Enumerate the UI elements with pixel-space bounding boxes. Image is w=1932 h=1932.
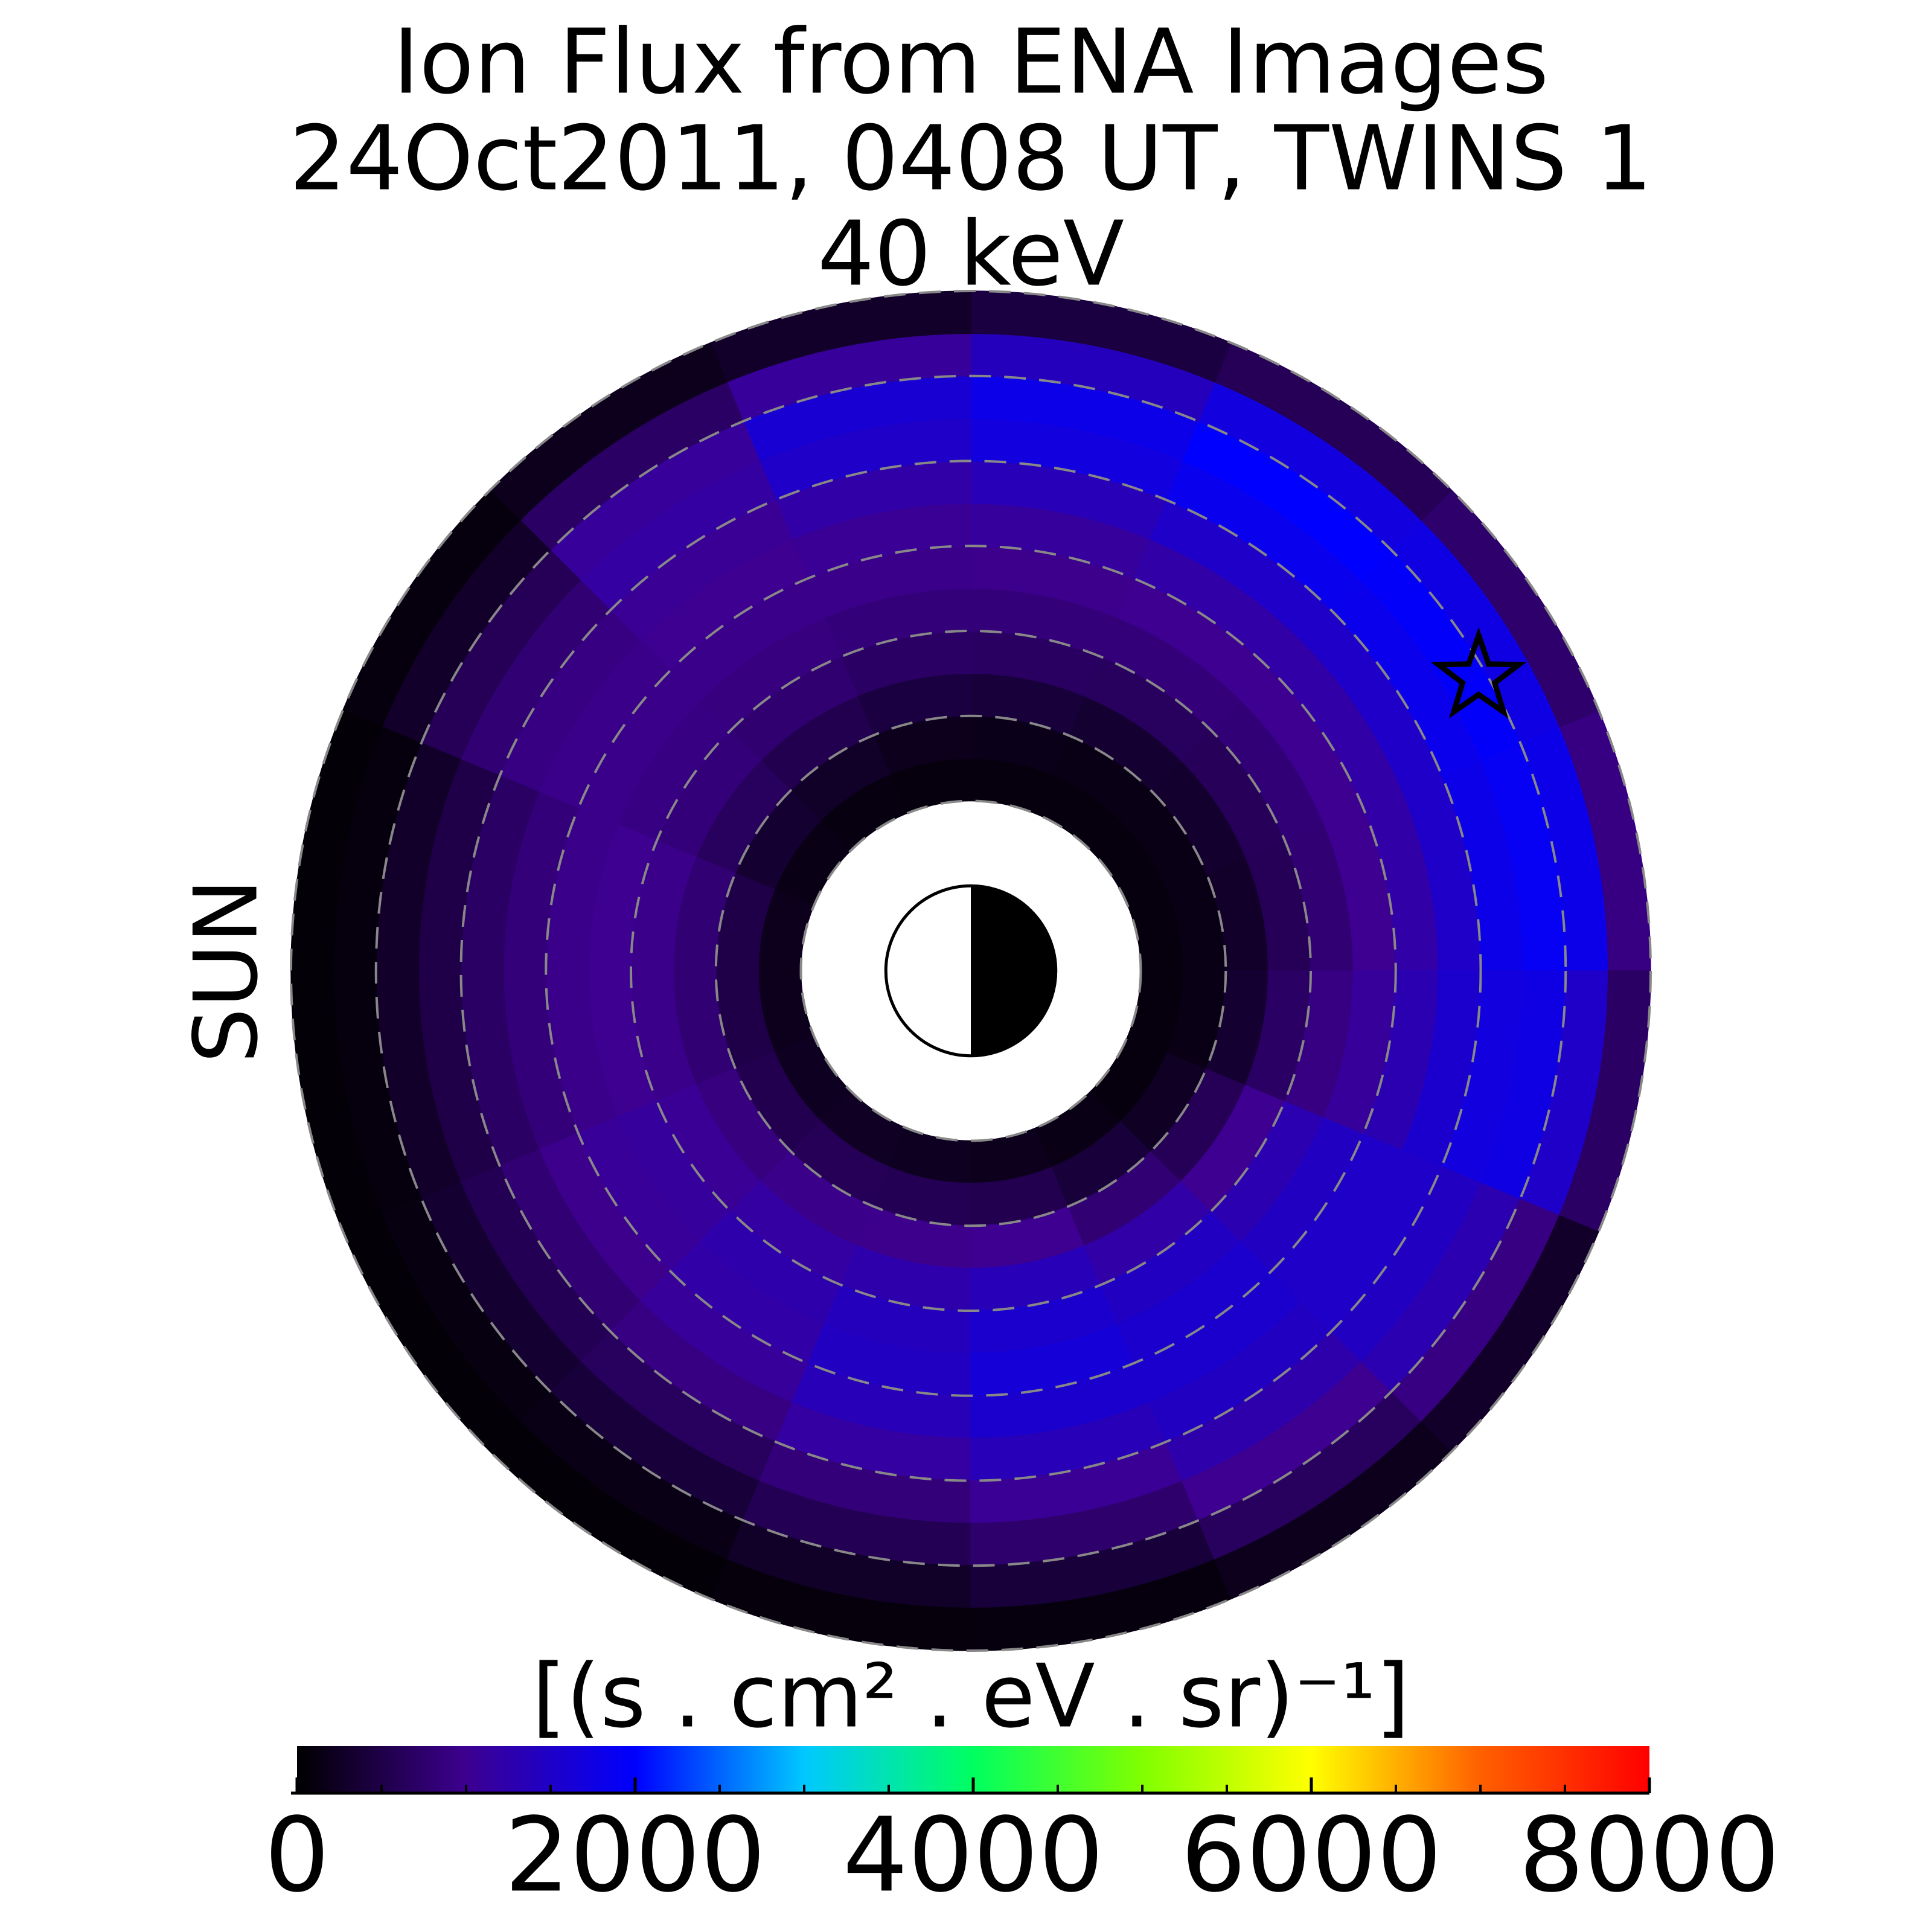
colorbar-tick-label: 6000 bbox=[1181, 1796, 1442, 1915]
colorbar-tick-label: 0 bbox=[264, 1796, 330, 1915]
grid-circle bbox=[459, 459, 1482, 1482]
colorbar-tick-label: 8000 bbox=[1519, 1796, 1780, 1915]
grid-circle bbox=[630, 630, 1312, 1312]
colorbar-tick-label: 2000 bbox=[505, 1796, 766, 1915]
title-line: 40 keV bbox=[817, 202, 1124, 306]
grid-circle bbox=[799, 799, 1142, 1142]
earth-night bbox=[971, 886, 1056, 1056]
grid-circle bbox=[545, 545, 1397, 1397]
flux-map bbox=[290, 290, 1651, 1651]
colorbar-label: [(s . cm² . eV . sr)⁻¹] bbox=[532, 1646, 1410, 1748]
grid-circle bbox=[374, 374, 1567, 1567]
colorbar-tick-label: 4000 bbox=[843, 1796, 1104, 1915]
title-line: Ion Flux from ENA Images bbox=[393, 10, 1549, 114]
grid-circle bbox=[290, 290, 1652, 1652]
title-line: 24Oct2011, 0408 UT, TWINS 1 bbox=[289, 107, 1652, 211]
star-marker bbox=[1430, 627, 1527, 719]
sun-label: SUN bbox=[176, 878, 278, 1064]
grid-circle bbox=[714, 714, 1227, 1227]
